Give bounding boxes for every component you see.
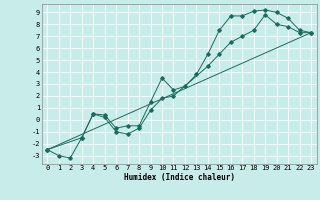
X-axis label: Humidex (Indice chaleur): Humidex (Indice chaleur) [124, 173, 235, 182]
